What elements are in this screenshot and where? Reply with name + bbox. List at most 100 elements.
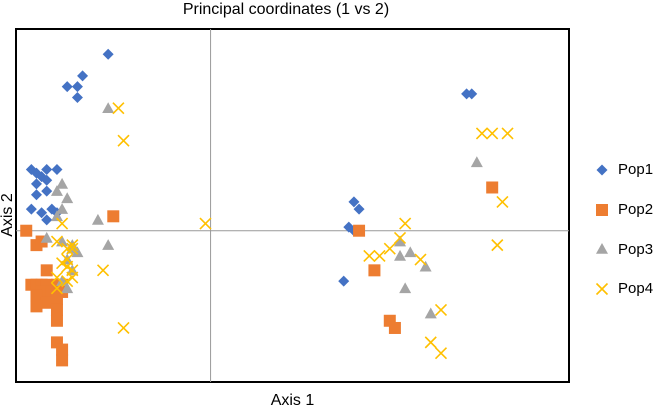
point-pop2 (30, 289, 43, 302)
point-pop1 (466, 88, 478, 100)
point-pop1 (51, 163, 63, 175)
point-pop4 (486, 127, 499, 140)
point-pop1 (77, 70, 89, 82)
legend-item-pop4: Pop4 (594, 269, 653, 309)
diamond-icon (596, 164, 608, 176)
point-pop4 (501, 127, 514, 140)
point-pop3 (419, 260, 432, 272)
point-pop4 (61, 260, 74, 273)
point-pop3 (50, 185, 63, 196)
point-pop1 (36, 207, 48, 219)
plot-area (15, 28, 570, 383)
point-pop3 (404, 246, 417, 258)
point-pop2 (486, 181, 499, 194)
point-pop1 (41, 185, 53, 197)
point-pop1 (41, 214, 53, 226)
point-pop4 (50, 282, 64, 295)
point-pop1 (30, 189, 42, 201)
legend-label: Pop4 (618, 280, 654, 298)
x-axis-label: Axis 1 (270, 392, 315, 409)
point-pop4 (50, 271, 64, 284)
point-pop1 (61, 81, 73, 93)
point-pop3 (40, 231, 53, 243)
point-pop2 (368, 264, 381, 277)
legend-item-pop2: Pop2 (594, 190, 653, 230)
point-pop2 (20, 224, 33, 237)
point-pop1 (30, 178, 42, 190)
point-pop3 (71, 246, 84, 258)
point-pop3 (394, 235, 407, 247)
point-pop4 (199, 217, 212, 230)
point-pop1 (348, 196, 360, 208)
point-pop4 (56, 217, 69, 230)
point-pop3 (470, 156, 483, 168)
point-pop2 (50, 314, 63, 327)
point-pop4 (96, 264, 110, 277)
point-pop1 (353, 203, 365, 215)
x-icon (595, 282, 609, 295)
point-pop4 (56, 257, 69, 270)
point-pop4 (66, 242, 79, 255)
point-pop3 (56, 177, 69, 189)
triangle-icon (596, 243, 608, 255)
point-pop4 (434, 303, 448, 317)
point-pop3 (424, 307, 437, 319)
point-pop3 (102, 102, 115, 114)
point-pop4 (414, 253, 427, 266)
point-pop4 (66, 271, 79, 284)
y-axis-label: Axis 2 (0, 193, 16, 237)
point-pop2 (353, 224, 366, 237)
point-pop4 (475, 127, 489, 140)
point-pop4 (112, 102, 125, 115)
point-pop1 (71, 91, 83, 103)
point-pop3 (102, 239, 115, 250)
point-pop1 (71, 81, 83, 93)
point-pop1 (41, 174, 53, 186)
point-pop3 (91, 213, 104, 225)
point-pop2 (40, 264, 53, 277)
point-pop4 (424, 336, 437, 349)
point-pop4 (393, 231, 407, 244)
point-pop2 (50, 293, 63, 306)
point-pop2 (40, 296, 53, 309)
point-pop4 (383, 242, 396, 255)
point-pop3 (61, 282, 74, 294)
point-pop4 (399, 217, 412, 230)
point-pop4 (61, 275, 74, 288)
point-pop3 (56, 203, 69, 214)
point-pop1 (338, 275, 350, 287)
point-pop1 (25, 203, 37, 215)
point-pop3 (399, 282, 412, 294)
legend-label: Pop3 (618, 240, 654, 258)
point-pop2 (50, 303, 63, 316)
point-pop2 (56, 354, 69, 367)
point-pop4 (434, 347, 448, 360)
point-pop2 (30, 300, 43, 313)
legend-item-pop1: Pop1 (594, 150, 653, 190)
point-pop2 (56, 343, 69, 356)
point-pop4 (117, 134, 130, 147)
point-pop3 (50, 210, 63, 222)
point-pop3 (394, 249, 407, 261)
data-points (20, 48, 514, 367)
point-pop4 (491, 239, 504, 252)
chart-title: Principal coordinates (1 vs 2) (182, 1, 390, 18)
point-pop4 (373, 249, 386, 262)
legend-label: Pop1 (618, 161, 654, 179)
legend-label: Pop2 (618, 201, 654, 219)
point-pop1 (41, 163, 53, 175)
square-icon (596, 203, 608, 216)
point-pop2 (388, 321, 401, 334)
point-pop3 (61, 192, 74, 204)
point-pop4 (50, 235, 64, 248)
point-pop4 (66, 239, 79, 252)
point-pop4 (496, 195, 509, 208)
legend: Pop1 Pop2 Pop3 Pop4 (594, 150, 653, 309)
point-pop4 (117, 321, 130, 335)
point-pop4 (363, 249, 376, 262)
point-pop2 (107, 210, 120, 223)
point-pop4 (61, 242, 74, 255)
legend-item-pop3: Pop3 (594, 229, 653, 269)
point-pop1 (102, 48, 114, 60)
